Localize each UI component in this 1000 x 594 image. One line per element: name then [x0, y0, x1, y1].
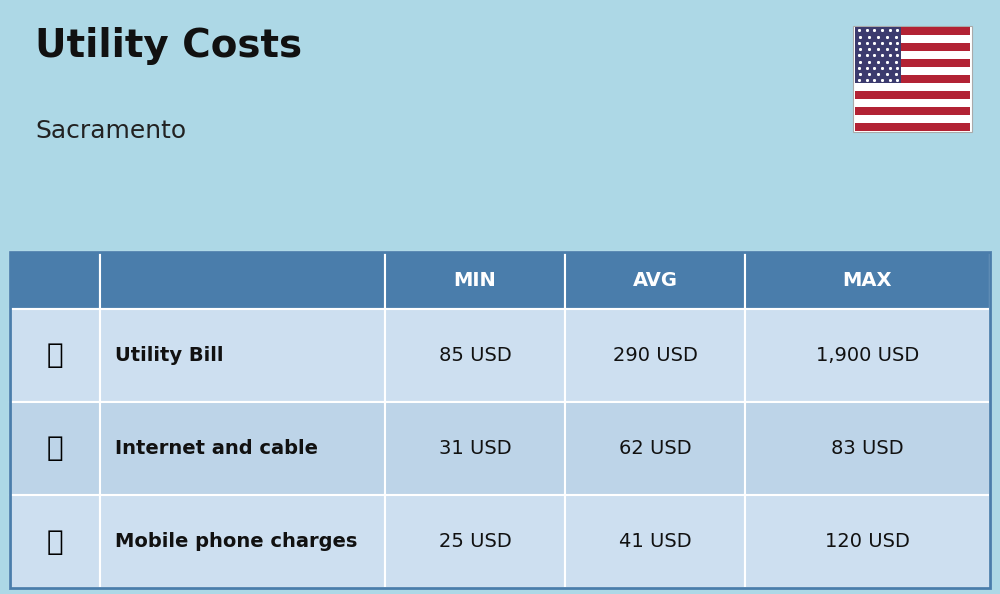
Bar: [855, 59, 970, 67]
Bar: [100, 495, 385, 588]
Bar: [855, 123, 970, 131]
Bar: [855, 67, 970, 75]
Text: 85 USD: 85 USD: [439, 346, 511, 365]
Bar: [100, 402, 385, 495]
Bar: [385, 402, 565, 495]
Bar: [10, 252, 990, 588]
Bar: [855, 34, 970, 43]
Bar: [855, 99, 970, 107]
Bar: [745, 495, 990, 588]
Text: Mobile phone charges: Mobile phone charges: [115, 532, 357, 551]
Text: 1,900 USD: 1,900 USD: [816, 346, 919, 365]
Bar: [565, 309, 745, 402]
Bar: [855, 75, 970, 83]
Bar: [10, 495, 100, 588]
Text: 25 USD: 25 USD: [439, 532, 511, 551]
Bar: [855, 115, 970, 123]
Text: Utility Bill: Utility Bill: [115, 346, 224, 365]
Text: MAX: MAX: [843, 271, 892, 290]
Bar: [745, 402, 990, 495]
Text: 120 USD: 120 USD: [825, 532, 910, 551]
Text: 290 USD: 290 USD: [613, 346, 697, 365]
Bar: [855, 91, 970, 99]
Bar: [10, 252, 100, 309]
Bar: [10, 402, 100, 495]
Text: Internet and cable: Internet and cable: [115, 439, 318, 458]
Bar: [10, 309, 100, 402]
Text: Sacramento: Sacramento: [35, 119, 186, 143]
Text: 📶: 📶: [47, 434, 63, 463]
Text: Utility Costs: Utility Costs: [35, 27, 302, 65]
Bar: [100, 309, 385, 402]
Bar: [855, 43, 970, 50]
Bar: [855, 27, 901, 83]
Bar: [855, 27, 970, 34]
Text: 📱: 📱: [47, 527, 63, 555]
Text: 83 USD: 83 USD: [831, 439, 904, 458]
Bar: [385, 495, 565, 588]
Text: 31 USD: 31 USD: [439, 439, 511, 458]
Bar: [100, 252, 385, 309]
Bar: [745, 252, 990, 309]
Text: 41 USD: 41 USD: [619, 532, 691, 551]
Bar: [855, 107, 970, 115]
Bar: [565, 495, 745, 588]
Text: 62 USD: 62 USD: [619, 439, 691, 458]
Bar: [565, 402, 745, 495]
Text: MIN: MIN: [454, 271, 496, 290]
Bar: [385, 252, 565, 309]
FancyBboxPatch shape: [853, 26, 972, 132]
Bar: [385, 309, 565, 402]
Bar: [565, 252, 745, 309]
Text: 🔌: 🔌: [47, 342, 63, 369]
Bar: [855, 83, 970, 91]
Text: AVG: AVG: [633, 271, 678, 290]
Bar: [745, 309, 990, 402]
Bar: [855, 50, 970, 59]
